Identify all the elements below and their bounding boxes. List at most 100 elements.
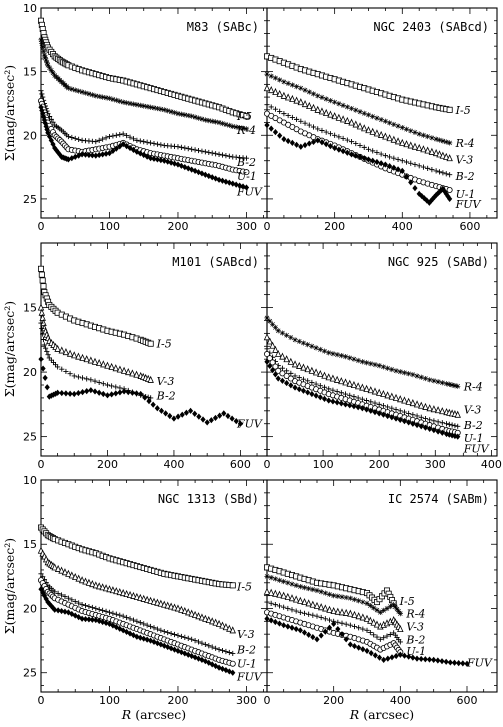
data-point (72, 598, 78, 605)
series-label: I-5 (236, 581, 252, 594)
data-point (113, 611, 119, 617)
data-point (175, 632, 181, 639)
data-point (297, 627, 303, 634)
data-point (42, 374, 48, 381)
data-point (275, 328, 281, 334)
data-point (288, 370, 294, 376)
data-point (267, 318, 273, 324)
data-point (268, 575, 274, 581)
data-point (455, 383, 461, 389)
data-point (151, 105, 157, 111)
data-point (243, 184, 250, 191)
data-point (144, 636, 150, 643)
data-point (378, 160, 384, 167)
y-tick-label: 15 (23, 302, 37, 315)
data-point (103, 150, 109, 157)
data-point (326, 397, 332, 404)
data-point (178, 633, 184, 640)
data-point (237, 420, 244, 427)
data-point (434, 406, 442, 414)
data-point (433, 191, 439, 199)
data-point (420, 132, 427, 138)
data-point (347, 392, 353, 398)
data-point (130, 617, 137, 623)
data-point (63, 390, 69, 397)
data-point (406, 371, 412, 377)
data-point (309, 390, 315, 398)
data-point (127, 100, 133, 107)
data-point (82, 151, 89, 158)
panel-title: NGC 2403 (SABcd) (373, 20, 489, 34)
data-point (372, 409, 378, 416)
data-point (129, 389, 135, 396)
data-point (289, 114, 295, 121)
data-point (199, 640, 205, 646)
data-point (40, 589, 46, 596)
series-label: FUV (463, 442, 490, 455)
data-point (436, 137, 443, 143)
data-point (323, 141, 329, 148)
data-point (285, 580, 291, 586)
data-point (39, 41, 45, 47)
data-point (306, 122, 312, 128)
data-point (305, 378, 311, 384)
data-point (280, 91, 288, 99)
data-point (332, 144, 338, 152)
data-point (310, 612, 316, 618)
data-point (110, 147, 116, 154)
data-point (433, 168, 439, 174)
data-point (127, 630, 133, 637)
data-point (422, 375, 429, 382)
data-point (410, 420, 416, 427)
x-tick-label: 0 (264, 694, 271, 707)
data-point (288, 334, 294, 341)
data-point (391, 155, 397, 161)
series-label: V-3 (157, 375, 175, 388)
data-point (281, 79, 287, 85)
data-point (158, 156, 164, 164)
series-label: B-2 (455, 170, 475, 183)
data-point (283, 372, 290, 379)
data-point (182, 634, 188, 640)
series-R-4 (264, 315, 461, 389)
data-point (370, 148, 376, 154)
data-point (189, 652, 195, 660)
data-point (455, 423, 461, 429)
data-point (285, 623, 291, 630)
x-axis-labels: R (arcsec) R (arcsec) (121, 707, 414, 722)
series-B-2 (264, 599, 403, 645)
data-point (317, 369, 324, 378)
data-point (393, 415, 399, 422)
data-point (318, 614, 324, 621)
series-label: FUV (236, 418, 263, 431)
data-point (359, 405, 365, 412)
data-point (175, 647, 181, 654)
data-point (61, 568, 69, 576)
data-point (302, 120, 308, 126)
data-point (96, 389, 102, 396)
data-point (370, 618, 377, 626)
data-point (269, 359, 276, 366)
data-point (429, 135, 435, 141)
y-tick-label: 20 (23, 602, 37, 615)
x-tick-label: 0 (38, 220, 45, 233)
data-point (240, 183, 246, 190)
data-point (215, 619, 223, 627)
data-point (175, 144, 181, 150)
data-point (376, 401, 382, 407)
data-point (223, 153, 229, 159)
data-point (339, 115, 347, 123)
data-point (62, 348, 70, 356)
data-point (318, 632, 324, 639)
data-point (391, 164, 397, 171)
data-point (89, 616, 95, 623)
data-point (83, 355, 90, 363)
series-I-5 (263, 564, 397, 607)
data-point (439, 380, 445, 386)
data-point (376, 654, 383, 661)
data-point (112, 364, 120, 372)
data-point (428, 147, 436, 155)
data-point (137, 102, 143, 108)
data-point (230, 669, 236, 676)
data-point (264, 358, 270, 365)
